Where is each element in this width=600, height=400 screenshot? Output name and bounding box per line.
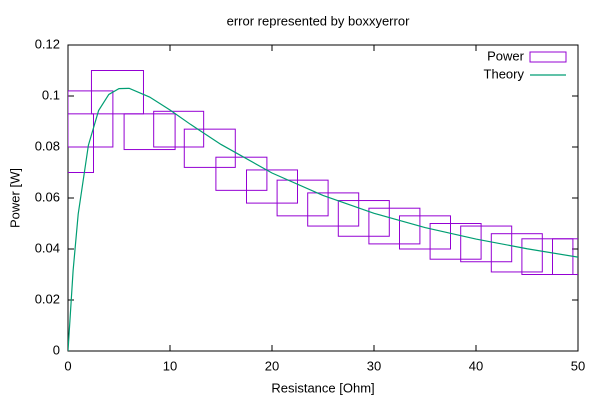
error-box [399, 215, 451, 250]
legend-label: Theory [484, 66, 525, 81]
legend-label: Power [487, 48, 525, 63]
x-tick-label: 0 [64, 358, 71, 373]
x-tick-label: 30 [367, 358, 381, 373]
y-tick-label: 0.02 [35, 291, 60, 306]
x-tick-label: 20 [265, 358, 279, 373]
y-tick-label: 0.12 [35, 36, 60, 51]
error-box [429, 223, 482, 260]
legend-swatch [529, 51, 567, 63]
x-tick-label: 10 [163, 358, 177, 373]
plot-frame [67, 44, 579, 352]
y-tick-label: 0.08 [35, 138, 60, 153]
error-box [123, 113, 176, 151]
error-box [68, 113, 94, 173]
error-box [521, 238, 574, 276]
x-tick-label: 40 [469, 358, 483, 373]
error-box [183, 128, 236, 168]
theory-line [68, 87, 578, 351]
y-tick-label: 0 [53, 342, 60, 357]
y-tick-label: 0.06 [35, 189, 60, 204]
x-tick-label: 50 [571, 358, 585, 373]
error-box [68, 90, 114, 148]
error-box [276, 179, 329, 217]
error-box [215, 156, 268, 191]
chart-title: error represented by boxxyerror [227, 13, 410, 28]
y-tick-label: 0.1 [42, 87, 60, 102]
error-box [307, 192, 360, 227]
error-box [490, 233, 543, 273]
error-box [460, 225, 513, 263]
error-box [90, 70, 144, 115]
x-axis-label: Resistance [Ohm] [271, 380, 374, 395]
error-box [246, 169, 298, 204]
y-axis-label: Power [W] [7, 168, 22, 228]
plot-area [68, 70, 578, 351]
error-box [337, 200, 390, 237]
error-box [552, 238, 578, 276]
y-tick-label: 0.04 [35, 240, 60, 255]
